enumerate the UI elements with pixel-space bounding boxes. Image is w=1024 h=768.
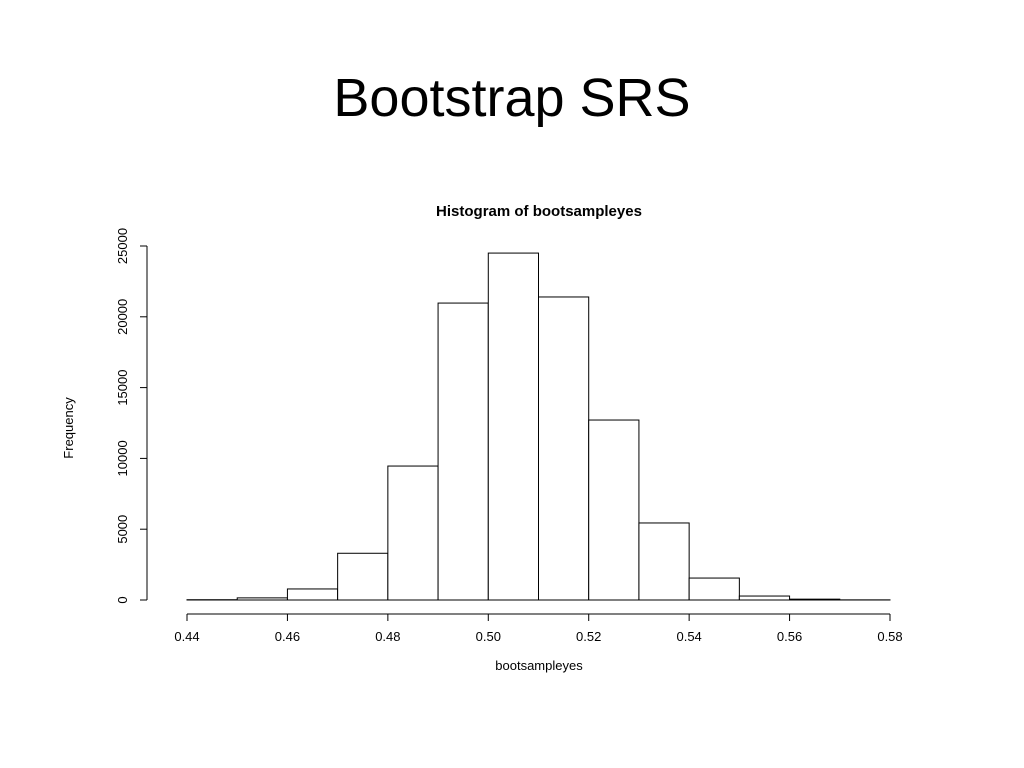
y-tick-label: 15000 <box>115 370 130 406</box>
x-tick-label: 0.46 <box>275 629 300 644</box>
bar <box>387 465 439 601</box>
bar <box>789 598 841 601</box>
slide-title: Bootstrap SRS <box>333 68 690 128</box>
y-tick-label: 10000 <box>115 440 130 476</box>
y-tick-label: 25000 <box>115 228 130 264</box>
bar <box>538 296 590 601</box>
bar <box>638 522 690 601</box>
chart-title: Histogram of bootsampleyes <box>436 203 642 220</box>
y-tick-label: 0 <box>115 596 130 603</box>
x-tick-label: 0.56 <box>777 629 802 644</box>
y-tick-label: 20000 <box>115 299 130 335</box>
x-axis-label: bootsampleyes <box>495 658 583 673</box>
x-tick-label: 0.48 <box>375 629 400 644</box>
bar <box>738 595 791 601</box>
bar <box>487 252 539 601</box>
y-tick-label: 5000 <box>115 515 130 544</box>
x-tick-label: 0.58 <box>877 629 902 644</box>
bar <box>286 588 339 601</box>
x-tick-label: 0.50 <box>476 629 501 644</box>
bar <box>337 552 389 601</box>
x-tick-label: 0.54 <box>676 629 701 644</box>
bar <box>588 419 640 601</box>
bar <box>236 597 288 601</box>
x-tick-label: 0.44 <box>174 629 199 644</box>
bar <box>688 577 740 601</box>
bar <box>437 302 489 601</box>
x-tick-label: 0.52 <box>576 629 601 644</box>
y-axis-label: Frequency <box>61 397 76 459</box>
